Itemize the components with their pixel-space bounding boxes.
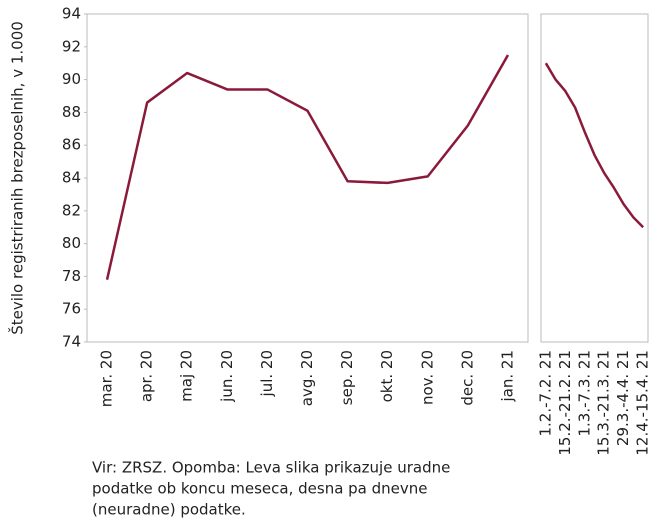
x-tick-label: jan. 21 (498, 350, 516, 403)
x-tick-label: okt. 20 (378, 350, 396, 402)
x-tick-label: jul. 20 (258, 350, 276, 397)
source-note: podatke ob koncu meseca, desna pa dnevne (92, 480, 428, 498)
plot-frame (86, 13, 529, 343)
y-tick-label: 82 (62, 201, 81, 219)
x-tick-label: 1.3.-7.3. 21 (575, 350, 593, 437)
x-tick-label: avg. 20 (298, 350, 316, 406)
y-tick-label: 84 (62, 169, 81, 187)
x-tick-label: 1.2.-7.2. 21 (536, 350, 554, 437)
x-tick-label: jun. 20 (218, 350, 236, 403)
y-tick-label: 74 (62, 333, 81, 351)
x-tick-label: 15.2.-21.2. 21 (556, 350, 574, 456)
x-tick-label: nov. 20 (418, 350, 436, 405)
x-tick-label: 12.4.-15.4. 21 (634, 350, 652, 456)
y-tick-label: 86 (62, 136, 81, 154)
y-tick-label: 80 (62, 234, 81, 252)
data-line (105, 54, 510, 280)
x-tick-label: 29.3.-4.4. 21 (614, 350, 632, 446)
source-note: Vir: ZRSZ. Opomba: Leva slika prikazuje … (92, 459, 450, 477)
y-tick-label: 76 (62, 300, 81, 318)
source-note: (neuradne) podatke. (92, 501, 246, 519)
x-tick-label: 15.3.-21.3. 21 (595, 350, 613, 456)
x-tick-label: mar. 20 (98, 350, 116, 407)
y-tick-label: 92 (62, 37, 81, 55)
x-tick-label: dec. 20 (458, 350, 476, 406)
x-tick-label: maj 20 (178, 350, 196, 402)
y-axis-label: Število registriranih brezposelnih, v 1.… (8, 21, 27, 335)
y-tick-label: 88 (62, 103, 81, 121)
y-tick-label: 94 (62, 5, 81, 23)
x-tick-label: apr. 20 (138, 350, 156, 402)
plot-frame (540, 13, 649, 343)
y-tick-label: 78 (62, 267, 81, 285)
x-tick-label: sep. 20 (338, 350, 356, 405)
y-tick-label: 90 (62, 70, 81, 88)
data-line (544, 62, 645, 229)
